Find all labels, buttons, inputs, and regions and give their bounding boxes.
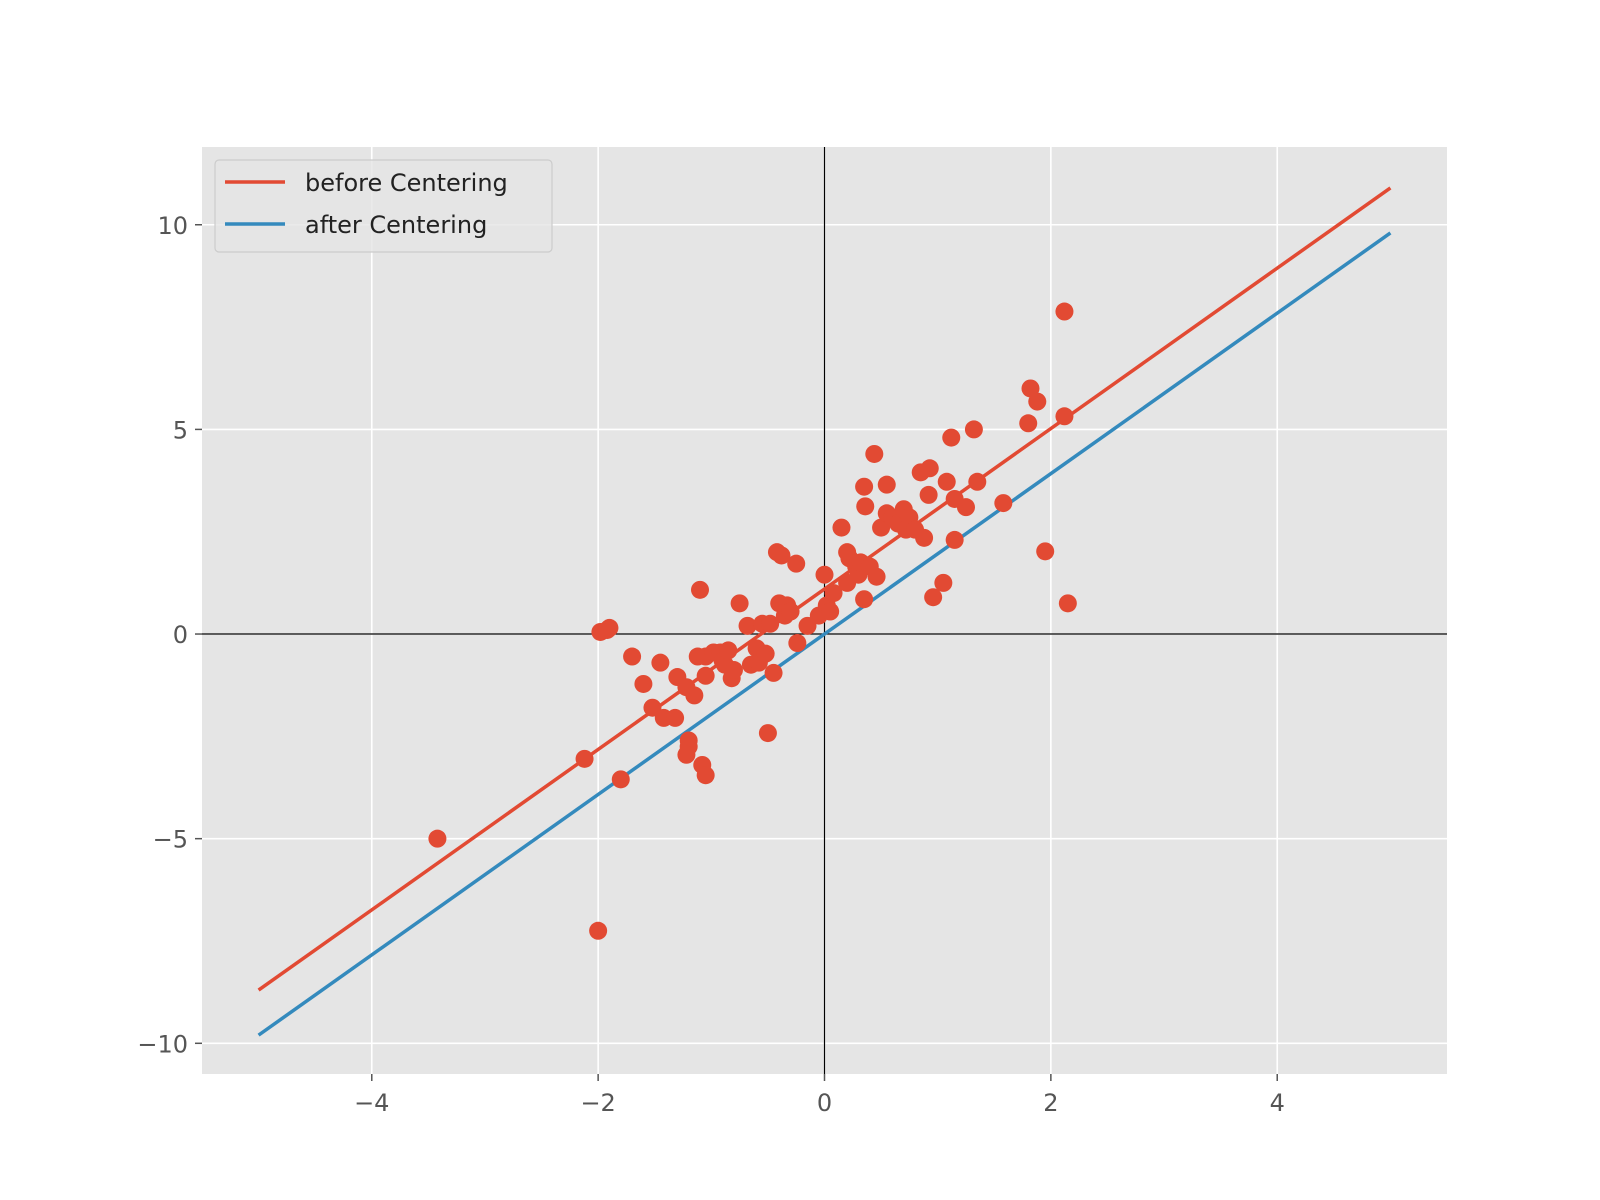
series-lines	[257, 186, 1392, 1037]
y-tick-label: −10	[137, 1030, 188, 1058]
scatter-point	[877, 475, 896, 494]
scatter-point	[575, 749, 594, 768]
scatter-point	[945, 530, 964, 549]
scatter-point	[685, 686, 704, 705]
scatter-point	[964, 420, 983, 439]
y-tick-label: −5	[153, 826, 188, 854]
scatter-point	[968, 472, 987, 491]
scatter-point	[730, 594, 749, 613]
scatter-point	[666, 708, 685, 727]
scatter-point	[634, 674, 653, 693]
scatter-point	[611, 770, 630, 789]
x-tick-label: −2	[580, 1089, 615, 1117]
legend-label-after-centering: after Centering	[305, 211, 487, 239]
scatter-point	[1019, 414, 1038, 433]
scatter-point	[824, 584, 843, 603]
series-line-after-centering	[257, 231, 1392, 1037]
legend-box	[214, 159, 553, 253]
x-axis-ticks: −4 −2 0 2 4	[354, 1074, 1285, 1117]
scatter-point	[1058, 594, 1077, 613]
y-tick-label: 10	[157, 212, 188, 240]
scatter-point	[942, 428, 961, 447]
scatter-point	[600, 618, 619, 637]
scatter-point	[919, 485, 938, 504]
scatter-point	[865, 444, 884, 463]
scatter-point	[855, 590, 874, 609]
scatter-point	[724, 661, 743, 680]
x-tick-label: 0	[817, 1089, 832, 1117]
scatter-point	[651, 653, 670, 672]
scatter-point	[1028, 392, 1047, 411]
scatter-point	[1036, 542, 1055, 561]
scatter-point	[696, 766, 715, 785]
scatter-point	[815, 565, 834, 584]
scatter-point	[855, 477, 874, 496]
scatter-point	[934, 573, 953, 592]
scatter-point	[589, 921, 608, 940]
scatter-point	[856, 497, 875, 516]
x-tick-label: 2	[1043, 1089, 1058, 1117]
x-tick-label: −4	[354, 1089, 389, 1117]
scatter-points	[428, 302, 1077, 940]
scatter-point	[821, 602, 840, 621]
scatter-point	[920, 459, 939, 478]
legend: before Centering after Centering	[214, 159, 553, 253]
scatter-point	[1055, 302, 1074, 321]
scatter-point	[428, 829, 447, 848]
scatter-point	[787, 554, 806, 573]
scatter-point	[924, 588, 943, 607]
scatter-point	[937, 472, 956, 491]
scatter-point	[756, 644, 775, 663]
scatter-point	[1055, 407, 1074, 426]
scatter-point	[781, 602, 800, 621]
scatter-point	[758, 724, 777, 743]
scatter-point	[696, 666, 715, 685]
scatter-point	[623, 647, 642, 666]
scatter-point	[867, 567, 886, 586]
scatter-point	[691, 580, 709, 599]
scatter-point	[956, 498, 975, 517]
y-tick-label: 0	[173, 621, 188, 649]
series-line-before-centering	[257, 186, 1392, 992]
y-axis-ticks: −10 −5 0 5 10	[137, 212, 202, 1058]
legend-label-before-centering: before Centering	[305, 169, 508, 197]
scatter-point	[738, 616, 757, 635]
scatter-point	[772, 546, 791, 565]
scatter-point	[994, 494, 1013, 513]
scatter-point	[677, 745, 696, 764]
scatter-point	[788, 634, 807, 653]
scatter-point	[832, 518, 851, 537]
y-tick-label: 5	[173, 416, 188, 444]
scatter-point	[764, 663, 783, 682]
scatter-point	[915, 528, 934, 547]
scatter-point	[761, 614, 780, 633]
x-tick-label: 4	[1270, 1089, 1285, 1117]
scatter-point	[719, 641, 738, 660]
